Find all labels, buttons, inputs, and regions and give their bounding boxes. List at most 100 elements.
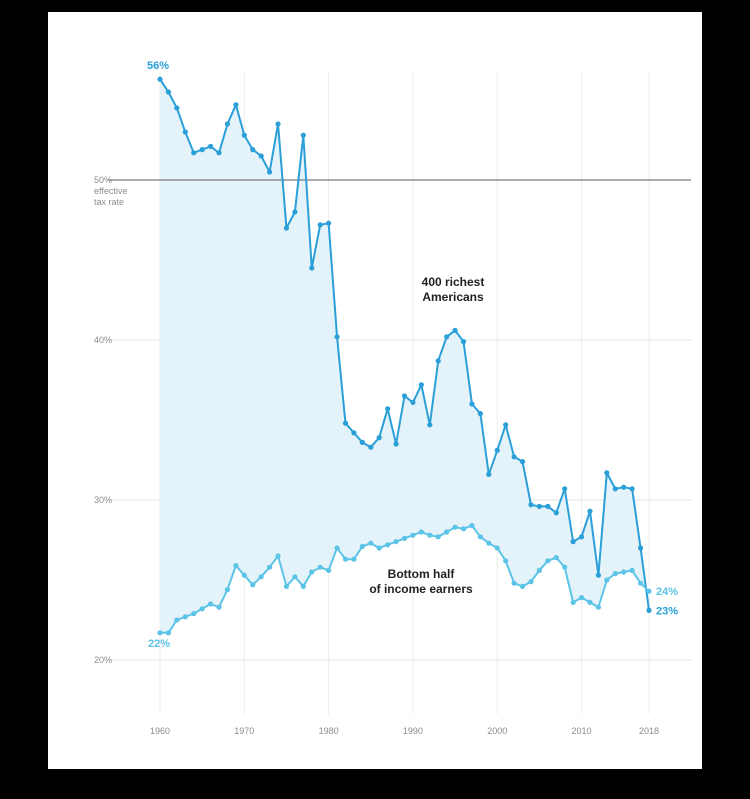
- data-point: [317, 564, 323, 570]
- data-point: [621, 484, 627, 490]
- data-point: [326, 567, 332, 574]
- data-point: [182, 614, 188, 620]
- data-point: [359, 439, 365, 445]
- data-point: [233, 563, 239, 569]
- data-point: [444, 334, 450, 340]
- data-point: [334, 334, 340, 340]
- data-point: [191, 150, 197, 156]
- x-axis: 1960 1970 1980 1990 2000 2010 2018: [150, 726, 659, 736]
- data-point: [401, 393, 408, 399]
- data-point: [570, 599, 576, 606]
- data-point: [604, 577, 610, 583]
- y-tick-label: 40%: [94, 335, 112, 345]
- data-point: [385, 406, 391, 412]
- series-label: of income earners: [369, 582, 473, 596]
- data-point: [562, 486, 568, 492]
- data-point: [368, 540, 374, 546]
- data-point: [528, 502, 534, 508]
- data-point: [376, 435, 382, 441]
- data-point: [629, 486, 635, 492]
- data-point: [595, 604, 602, 610]
- data-point: [401, 535, 408, 542]
- data-point: [637, 580, 644, 586]
- data-point: [292, 209, 298, 215]
- x-tick-label: 2010: [572, 726, 592, 736]
- data-point: [545, 558, 551, 564]
- data-point: [182, 129, 188, 135]
- endpoint-label: 22%: [148, 638, 170, 650]
- data-point: [250, 582, 256, 588]
- data-point: [410, 399, 416, 405]
- data-point: [216, 150, 222, 156]
- data-point: [612, 571, 618, 577]
- data-point: [460, 526, 467, 532]
- data-point: [595, 572, 602, 578]
- data-point: [309, 265, 315, 271]
- data-point: [444, 529, 450, 535]
- data-point: [267, 169, 273, 175]
- data-point: [376, 545, 382, 551]
- data-point: [435, 358, 441, 364]
- data-point: [418, 382, 424, 388]
- data-point: [587, 508, 593, 514]
- data-point: [486, 540, 492, 546]
- data-point: [258, 153, 264, 159]
- data-point: [241, 572, 247, 578]
- data-point: [427, 422, 433, 428]
- y-axis-note: effective: [94, 186, 127, 196]
- data-point: [536, 503, 542, 509]
- y-tick-label: 50%: [94, 175, 112, 185]
- x-tick-label: 2018: [639, 726, 659, 736]
- data-point: [519, 583, 526, 590]
- y-tick-label: 20%: [94, 655, 112, 665]
- data-point: [469, 523, 475, 529]
- data-point: [519, 459, 526, 465]
- data-point: [578, 595, 585, 601]
- data-point: [342, 556, 349, 562]
- y-axis-note: tax rate: [94, 197, 124, 207]
- data-point: [587, 599, 593, 606]
- data-point: [275, 121, 281, 127]
- data-point: [460, 339, 467, 345]
- x-tick-label: 1990: [403, 726, 423, 736]
- data-point: [207, 601, 214, 607]
- series-layer: [157, 76, 652, 636]
- series-label: 400 richest: [422, 275, 485, 289]
- data-point: [494, 545, 500, 551]
- data-point: [385, 542, 391, 548]
- endpoint-label: 24%: [656, 586, 678, 598]
- data-point: [646, 607, 652, 614]
- data-point: [309, 569, 315, 575]
- data-point: [359, 543, 365, 550]
- data-point: [351, 556, 357, 562]
- data-point: [300, 583, 306, 590]
- data-point: [300, 132, 306, 138]
- data-point: [604, 470, 610, 476]
- data-point: [452, 524, 458, 530]
- data-point: [553, 555, 559, 561]
- data-point: [435, 534, 441, 540]
- y-tick-label: 30%: [94, 495, 112, 505]
- data-point: [275, 553, 281, 559]
- data-point: [199, 147, 205, 153]
- data-point: [258, 574, 264, 580]
- data-point: [317, 222, 323, 228]
- data-point: [351, 430, 357, 436]
- data-point: [233, 102, 239, 108]
- data-point: [511, 580, 517, 586]
- data-point: [199, 606, 205, 612]
- data-point: [503, 558, 509, 564]
- data-point: [174, 105, 180, 111]
- data-point: [427, 532, 433, 538]
- data-point: [410, 532, 416, 538]
- data-point: [326, 220, 332, 226]
- x-tick-label: 1980: [319, 726, 339, 736]
- data-point: [562, 564, 568, 570]
- data-point: [241, 132, 247, 138]
- data-point: [250, 147, 256, 153]
- data-point: [629, 567, 635, 574]
- area-between-series: [160, 79, 649, 633]
- data-point: [283, 225, 290, 231]
- data-point: [553, 510, 559, 516]
